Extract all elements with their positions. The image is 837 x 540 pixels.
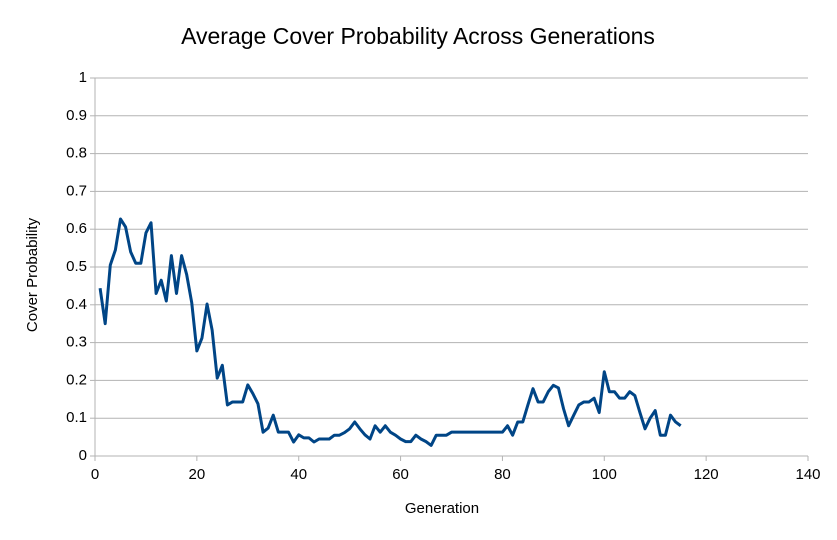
x-tick-label: 80 [494,466,511,483]
y-tick-label: 0.4 [66,296,87,313]
y-tick-label: 0.7 [66,182,87,199]
y-tick-label: 0.2 [66,371,87,388]
y-tick-label: 0.9 [66,107,87,124]
x-tick-label: 60 [392,466,409,483]
y-axis-label: Cover Probability [24,217,41,332]
y-tick-label: 0.5 [66,258,87,275]
chart-title: Average Cover Probability Across Generat… [181,23,655,49]
y-tick-label: 0.1 [66,409,87,426]
x-tick-label: 40 [290,466,307,483]
x-tick-label: 20 [189,466,206,483]
x-tick-label: 120 [694,466,719,483]
x-tick-label: 100 [592,466,617,483]
data-line [98,217,682,447]
y-tick-label: 0.6 [66,220,87,237]
x-tick-label: 0 [91,466,99,483]
x-axis-label: Generation [405,500,479,517]
y-tick-label: 0.3 [66,334,87,351]
y-tick-label: 0.8 [66,145,87,162]
x-tick-label: 140 [795,466,820,483]
y-tick-label: 0 [79,447,87,464]
y-tick-label: 1 [79,69,87,86]
